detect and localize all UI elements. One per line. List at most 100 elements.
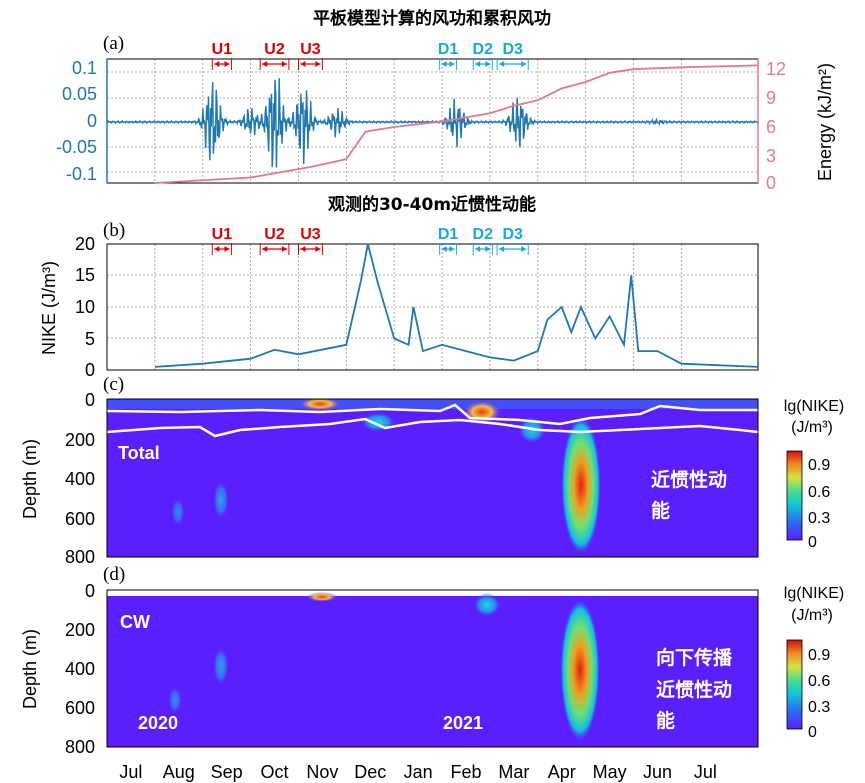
cumulative-energy-line — [154, 64, 759, 184]
colorbar-tick: 0.6 — [808, 484, 830, 501]
panel-c-tick: 200 — [65, 430, 95, 450]
event-label: D2 — [473, 41, 494, 58]
event-arrowhead — [441, 246, 447, 252]
event-arrowhead — [475, 61, 481, 67]
panel-c-colorbar: lg(NIKE) (J/m³) 0.9 0.6 0.3 0 — [784, 398, 844, 551]
panel-a-right-ylabel: Energy (kJ/m²) — [815, 63, 835, 181]
colorbar-tick: 0.6 — [808, 673, 830, 690]
panel-a-right-ticks: 12 9 6 3 0 — [766, 59, 786, 193]
event-arrowhead — [281, 246, 287, 252]
colorbar-tick: 0.9 — [808, 647, 830, 664]
month-label: Jan — [404, 762, 433, 782]
panel-b-ylabel: NIKE (J/m³) — [39, 261, 59, 355]
event-arrowhead — [499, 246, 505, 252]
panel-a-left-tick: 0 — [87, 111, 97, 131]
colorbar-tick: 0 — [808, 534, 817, 551]
panel-c-upper-white-line — [107, 403, 758, 426]
panel-b-tick: 15 — [75, 265, 95, 285]
panel-b-events: U1 U2 U3 D1 D2 D3 — [212, 226, 529, 255]
panel-b-frame — [106, 243, 759, 371]
month-label: Nov — [306, 762, 338, 782]
event-arrowhead — [262, 246, 268, 252]
panel-a-title: 平板模型计算的风功和累积风功 — [313, 8, 551, 29]
panel-c-tag: Total — [118, 443, 160, 463]
event-arrowhead — [499, 61, 505, 67]
panel-c-tick: 600 — [65, 509, 95, 529]
event-arrowhead — [485, 246, 491, 252]
month-label: Jul — [119, 762, 142, 782]
panel-b-tick: 10 — [75, 297, 95, 317]
panel-a-right-tick: 12 — [766, 59, 786, 79]
panel-b-ticks: 20 15 10 5 0 — [75, 234, 95, 380]
event-arrowhead — [224, 246, 230, 252]
colorbar-title: lg(NIKE) — [784, 398, 844, 415]
panel-c-heatmap — [107, 399, 758, 557]
panel-c-tick: 800 — [65, 547, 95, 567]
event-arrowhead — [449, 61, 455, 67]
month-label: Feb — [450, 762, 481, 782]
panel-d-tick: 800 — [65, 737, 95, 757]
panel-d-label: (d) — [103, 564, 125, 585]
panel-c-tick: 0 — [85, 390, 95, 410]
event-arrowhead — [315, 61, 321, 67]
panel-d-jul-patch — [168, 686, 182, 714]
colorbar-tick: 0 — [808, 724, 817, 741]
event-arrowhead — [300, 61, 306, 67]
panel-d-annotation-line: 能 — [656, 709, 675, 732]
panel-c-label: (c) — [103, 374, 124, 395]
event-label: U1 — [212, 226, 233, 243]
month-label: Jul — [694, 762, 717, 782]
event-label: D1 — [438, 226, 459, 243]
event-arrowhead — [441, 61, 447, 67]
panel-a-left-tick: 0.05 — [62, 84, 97, 104]
panel-d-ylabel: Depth (m) — [20, 629, 40, 709]
event-label: U2 — [264, 41, 285, 58]
panel-a-right-tick: 3 — [766, 146, 776, 166]
colorbar-gradient — [786, 639, 803, 730]
panel-d-year-2021: 2021 — [443, 713, 483, 733]
colorbar-tick: 0.9 — [808, 457, 830, 474]
nike-line — [154, 243, 759, 368]
panel-c-aug-patch — [213, 480, 229, 520]
panel-d-apr-deep-plume — [560, 598, 600, 742]
colorbar-title: lg(NIKE) — [784, 585, 844, 602]
event-arrowhead — [315, 246, 321, 252]
panel-d-aug-patch — [213, 646, 229, 686]
panel-a-right-tick: 0 — [766, 173, 776, 193]
month-label: Aug — [163, 762, 195, 782]
panel-a-events: U1 U2 U3 D1 D2 D3 — [212, 41, 529, 70]
panel-a-left-tick: 0.1 — [72, 58, 97, 78]
event-arrowhead — [521, 246, 527, 252]
panel-c-ticks: 0 200 400 600 800 — [65, 390, 95, 567]
panel-d-colorbar: lg(NIKE) (J/m³) 0.9 0.6 0.3 0 — [784, 585, 844, 741]
event-label: U1 — [212, 41, 233, 58]
event-label: D3 — [502, 226, 523, 243]
month-label: Sep — [211, 762, 243, 782]
panel-c-frame — [106, 398, 759, 558]
panel-d-year-2020: 2020 — [138, 713, 178, 733]
panel-c-lower-white-line — [107, 417, 758, 438]
event-arrowhead — [262, 61, 268, 67]
panel-b-label: (b) — [103, 220, 125, 241]
event-arrowhead — [281, 61, 287, 67]
event-arrowhead — [300, 246, 306, 252]
month-label: Jun — [643, 762, 672, 782]
panel-d-tag: CW — [120, 612, 150, 632]
panel-c-annotation-line: 近惯性动 — [651, 468, 727, 491]
x-axis-month-labels: Jul Aug Sep Oct Nov Dec Jan Feb Mar Apr May Jun Jul — [119, 762, 716, 782]
panel-d-oct-surface-hotspot — [306, 592, 338, 602]
event-arrowhead — [475, 246, 481, 252]
event-label: D3 — [502, 41, 523, 58]
month-label: Oct — [261, 762, 289, 782]
event-label: U2 — [264, 226, 285, 243]
colorbar-unit: (J/m³) — [791, 607, 833, 624]
event-label: D1 — [438, 41, 459, 58]
colorbar-unit: (J/m³) — [791, 419, 833, 436]
panel-a-series — [106, 64, 759, 184]
panel-c-jul-patch — [171, 498, 185, 526]
event-label: D2 — [473, 226, 494, 243]
panel-b-tick: 5 — [85, 329, 95, 349]
colorbar-tick: 0.3 — [808, 699, 830, 716]
panel-c-surface-band — [107, 399, 758, 409]
panel-c-background — [107, 399, 758, 557]
